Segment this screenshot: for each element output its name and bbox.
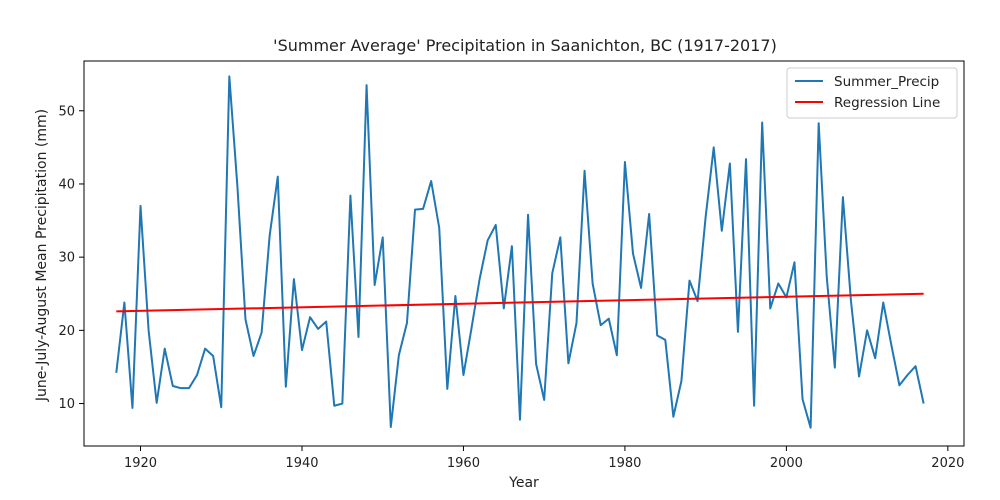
- plot-area: [115, 75, 925, 429]
- series-line-summer-precip: [115, 75, 925, 429]
- x-tick-label: 1920: [124, 456, 157, 471]
- series-line-regression-line: [116, 292, 924, 313]
- y-tick-label: 40: [58, 177, 75, 192]
- legend-label-regression-line: Regression Line: [834, 95, 940, 111]
- x-tick-label: 2020: [931, 456, 964, 471]
- legend-box: [786, 67, 958, 119]
- legend: Summer_Precip Regression Line: [786, 67, 958, 119]
- y-tick-label: 20: [58, 324, 75, 339]
- y-axis-label: June-July-August Mean Precipitation (mm): [34, 109, 50, 402]
- legend-label-summer-precip: Summer_Precip: [834, 74, 939, 90]
- chart-title: 'Summer Average' Precipitation in Saanic…: [273, 36, 777, 55]
- x-tick-label: 1940: [285, 456, 318, 471]
- x-tick-label: 1960: [447, 456, 480, 471]
- x-tick-label: 1980: [608, 456, 641, 471]
- axis-ticks: 1920 1940 1960 1980 2000 2020 10 20 30 40 50: [58, 104, 964, 471]
- plot-frame: [83, 60, 965, 447]
- y-tick-label: 50: [58, 104, 75, 119]
- x-tick-label: 2000: [770, 456, 803, 471]
- y-tick-label: 10: [58, 397, 75, 412]
- y-tick-label: 30: [58, 251, 75, 266]
- x-axis-label: Year: [508, 475, 539, 491]
